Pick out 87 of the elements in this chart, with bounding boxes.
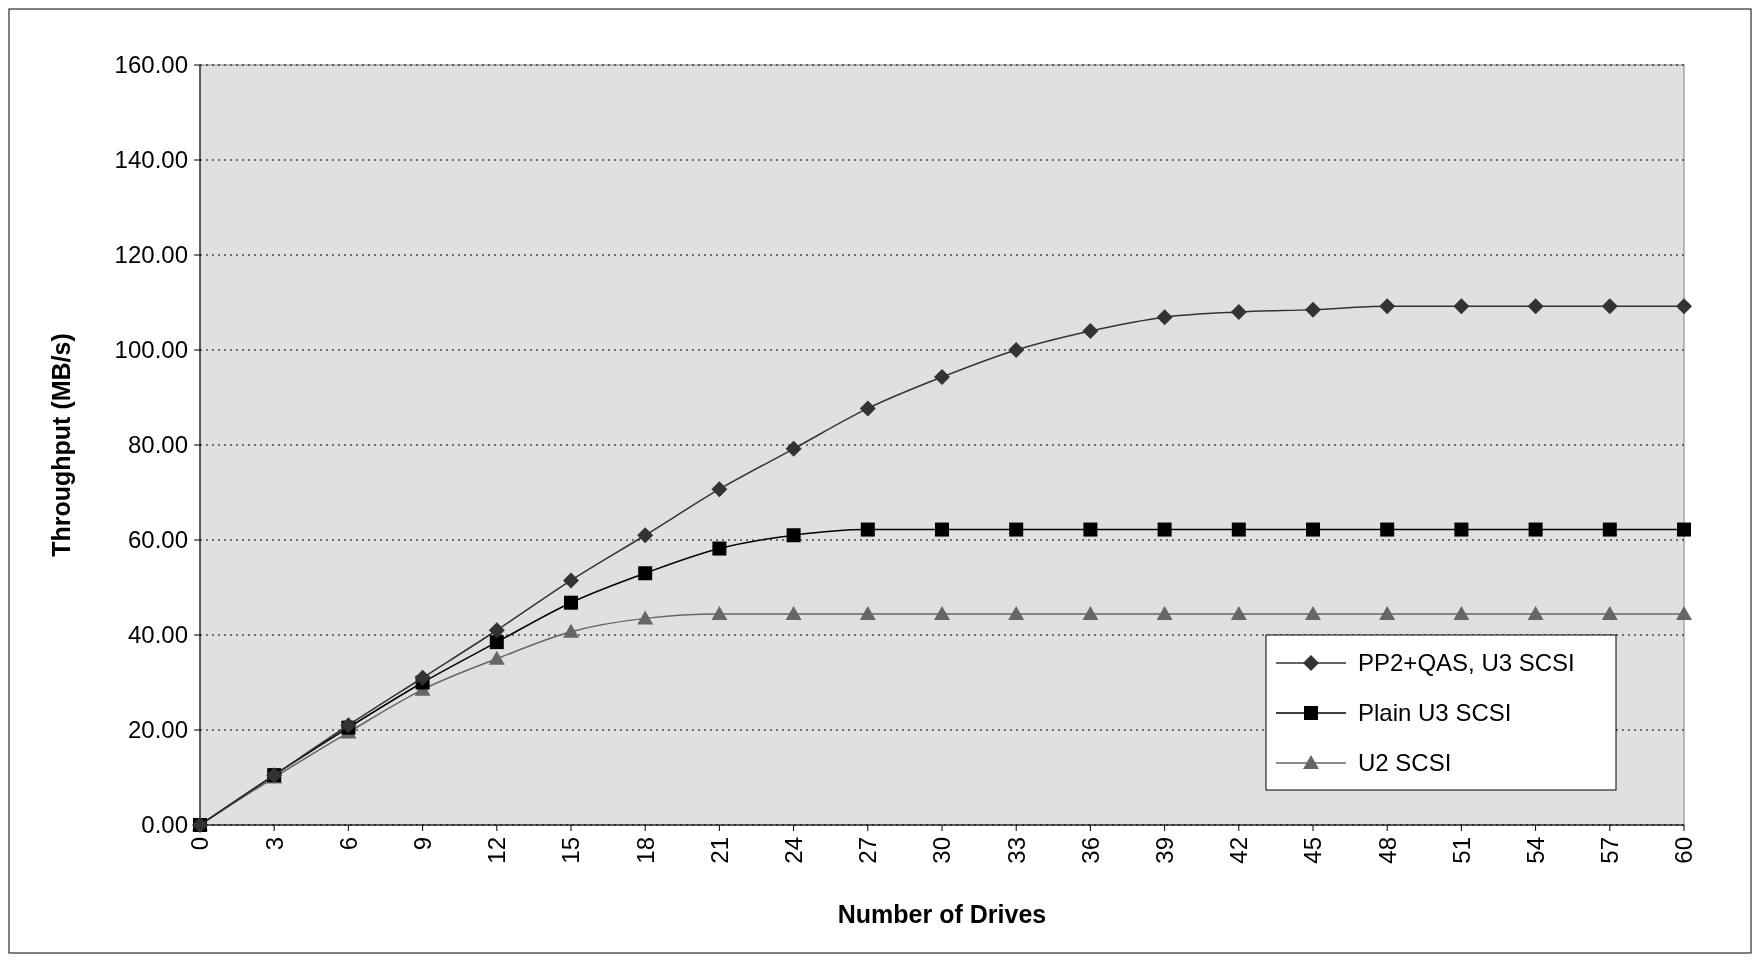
point xyxy=(1230,606,1247,621)
y-tick-label: 0.00 xyxy=(141,811,188,839)
x-tick-label: 57 xyxy=(1596,837,1624,864)
y-tick-label: 60.00 xyxy=(127,526,188,554)
point xyxy=(1601,298,1618,315)
y-tick-label: 40.00 xyxy=(127,621,188,649)
point xyxy=(1156,309,1173,326)
point xyxy=(1528,522,1543,537)
y-tick-label: 100.00 xyxy=(114,336,188,364)
x-tick-label: 33 xyxy=(1002,837,1030,864)
x-axis-title: Number of Drives xyxy=(837,900,1047,928)
point xyxy=(1082,323,1099,339)
point xyxy=(1676,606,1692,621)
y-tick-label: 80.00 xyxy=(127,431,188,459)
x-tick-label: 54 xyxy=(1522,837,1549,864)
point xyxy=(712,541,727,556)
point xyxy=(1527,298,1544,315)
x-tick-label: 42 xyxy=(1225,837,1253,864)
point xyxy=(563,572,579,589)
point xyxy=(711,606,728,621)
point xyxy=(935,522,949,537)
point xyxy=(1305,606,1321,621)
y-tick-label: 140.00 xyxy=(114,146,188,174)
point xyxy=(934,369,950,386)
x-tick-label: 3 xyxy=(260,837,288,851)
point xyxy=(786,528,801,543)
point xyxy=(785,440,802,457)
point xyxy=(860,522,875,537)
x-tick-label: 60 xyxy=(1670,837,1698,864)
point xyxy=(637,610,654,625)
point xyxy=(859,400,876,417)
point xyxy=(414,669,431,686)
point xyxy=(1156,606,1173,621)
point xyxy=(1231,522,1246,537)
x-tick-label: 21 xyxy=(705,837,733,864)
x-tick-label: 30 xyxy=(928,837,956,864)
y-tick-label: 20.00 xyxy=(127,716,188,744)
point xyxy=(785,606,802,621)
point xyxy=(711,481,728,498)
point xyxy=(488,650,505,665)
point xyxy=(1676,298,1692,315)
x-tick-label: 6 xyxy=(334,837,362,851)
y-tick-label: 160.00 xyxy=(114,51,188,79)
point xyxy=(1008,606,1025,621)
x-tick-label: 9 xyxy=(409,837,436,851)
point xyxy=(1454,522,1469,537)
point xyxy=(563,623,579,638)
x-tick-label: 27 xyxy=(854,837,882,864)
x-tick-label: 36 xyxy=(1076,837,1104,864)
point xyxy=(1305,301,1321,318)
point xyxy=(1379,298,1396,315)
x-tick-label: 15 xyxy=(557,837,585,864)
point xyxy=(637,527,654,544)
x-tick-label: 48 xyxy=(1373,837,1401,864)
point xyxy=(1453,298,1470,315)
point xyxy=(1601,606,1618,621)
x-tick-label: 39 xyxy=(1151,837,1178,864)
x-tick-label: 51 xyxy=(1447,837,1475,864)
point xyxy=(1082,606,1099,621)
x-tick-label: 18 xyxy=(631,837,659,864)
point xyxy=(1230,304,1247,320)
y-axis-title: Throughput (MB/s) xyxy=(47,333,75,557)
point xyxy=(564,595,578,610)
point xyxy=(1009,522,1024,537)
point xyxy=(934,606,950,621)
point xyxy=(1083,522,1098,537)
legend-label: U2 SCSI xyxy=(1358,749,1452,777)
point xyxy=(1379,606,1396,621)
point xyxy=(1380,522,1395,537)
legend-label: Plain U3 SCSI xyxy=(1358,699,1512,727)
point xyxy=(1602,522,1617,537)
x-tick-label: 0 xyxy=(186,837,214,851)
x-tick-label: 24 xyxy=(780,837,807,864)
y-tick-label: 120.00 xyxy=(114,241,188,269)
point xyxy=(638,566,653,581)
point xyxy=(489,635,504,650)
point xyxy=(1453,606,1470,621)
x-tick-label: 12 xyxy=(483,837,511,864)
point xyxy=(1677,522,1691,537)
legend-label: PP2+QAS, U3 SCSI xyxy=(1358,649,1575,677)
point xyxy=(1157,522,1172,537)
point xyxy=(1527,606,1544,621)
point xyxy=(488,622,505,639)
point xyxy=(1008,342,1025,358)
x-tick-label: 45 xyxy=(1299,837,1327,864)
point xyxy=(859,606,876,621)
point xyxy=(1306,522,1320,537)
